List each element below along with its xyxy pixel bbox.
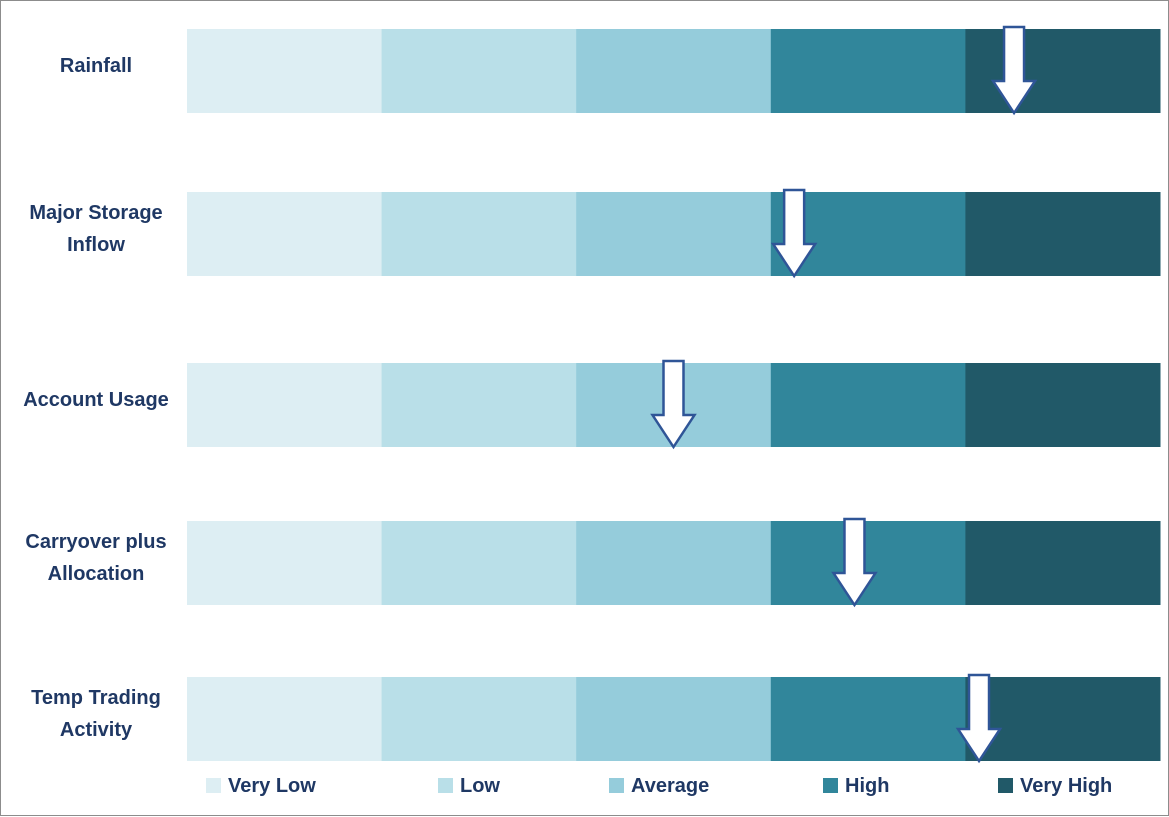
category-label: Activity [60,719,133,741]
legend-swatch [609,778,624,793]
category-label: Temp Trading [31,687,161,709]
legend-swatch [206,778,221,793]
band-segment-low [381,192,577,276]
category-label: Inflow [67,234,125,256]
category-label: Carryover plus [25,531,166,553]
category-row: Carryover plus Allocation [25,517,1161,608]
band-segment-very-high [965,192,1161,276]
band-segment-very-low [187,29,383,113]
band-segment-low [381,677,577,761]
band-segment-low [381,363,577,447]
band-segment-very-low [187,363,383,447]
legend-swatch [438,778,453,793]
legend-label: High [845,775,889,797]
band-segment-high [770,677,966,761]
band-segment-very-low [187,192,383,276]
band-segment-low [381,29,577,113]
legend-label: Average [631,775,709,797]
category-label: Major Storage [29,202,162,224]
category-label: Allocation [48,563,145,585]
band-segment-very-high [965,521,1161,605]
indicator-arrow [770,188,818,279]
category-row: Temp Trading Activity [31,673,1161,764]
indicator-arrow [650,359,697,450]
category-row: Account Usage [23,359,1161,450]
indicator-arrow [955,673,1003,764]
category-label: Account Usage [23,389,169,411]
band-segment-high [770,363,966,447]
legend-label: Very High [1020,775,1112,797]
indicator-arrow [831,517,878,608]
band-segment-average [576,677,772,761]
band-segment-very-low [187,677,383,761]
band-segment-low [381,521,577,605]
category-row: Rainfall [60,25,1161,116]
indicator-arrow [990,25,1038,116]
band-segment-average [576,29,772,113]
band-segment-very-high [965,363,1161,447]
band-segment-high [770,29,966,113]
legend-swatch [998,778,1013,793]
category-row: Major Storage Inflow [29,188,1161,279]
category-label: Rainfall [60,55,132,77]
legend-label: Low [460,775,500,797]
legend-label: Very Low [228,775,316,797]
band-segment-average [576,521,772,605]
band-segment-very-high [965,677,1161,761]
band-segment-very-low [187,521,383,605]
band-segment-high [770,521,966,605]
legend: Very Low Low Average High Very High [206,775,1112,797]
band-segment-very-high [965,29,1161,113]
legend-swatch [823,778,838,793]
band-segment-average [576,192,772,276]
